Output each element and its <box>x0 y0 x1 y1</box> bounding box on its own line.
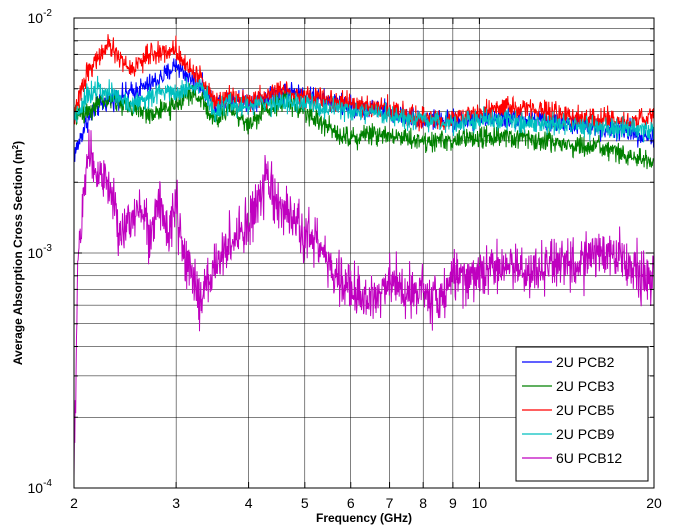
y-tick-label-exponent: -4 <box>43 478 52 489</box>
x-tick-label: 2 <box>70 495 78 511</box>
x-tick-label: 20 <box>646 495 662 511</box>
y-tick-label-exponent: -3 <box>43 243 52 254</box>
ticks <box>73 18 655 488</box>
y-axis-title-superscript: 2 <box>11 144 20 149</box>
y-tick-label-base: 10 <box>28 480 44 496</box>
y-tick-label-exponent: -2 <box>43 8 52 19</box>
legend-label: 6U PCB12 <box>556 450 622 466</box>
legend-box <box>515 346 649 482</box>
plot-series <box>73 34 655 478</box>
series-line-4 <box>73 75 655 143</box>
series-line-2 <box>73 83 655 170</box>
x-tick-label: 5 <box>301 495 309 511</box>
series-line-5 <box>73 129 655 478</box>
x-tick-label: 3 <box>172 495 180 511</box>
y-axis-title-main: Average Absorption Cross Section (m <box>11 149 25 365</box>
y-tick-label: 10-2 <box>28 8 53 26</box>
x-tick-label: 9 <box>449 495 457 511</box>
y-tick-label-base: 10 <box>28 245 44 261</box>
x-tick-label: 6 <box>347 495 355 511</box>
y-axis-title-close: ) <box>11 141 25 145</box>
legend-label: 2U PCB9 <box>556 426 615 442</box>
y-tick-label: 10-4 <box>28 478 53 496</box>
legend-label: 2U PCB2 <box>556 354 615 370</box>
y-tick-label-base: 10 <box>28 10 44 26</box>
legend: 2U PCB2 2U PCB3 2U PCB5 2U PCB9 6U PCB12 <box>515 346 649 482</box>
y-tick-label: 10-3 <box>28 243 53 261</box>
x-tick-label: 8 <box>419 495 427 511</box>
legend-label: 2U PCB5 <box>556 402 615 418</box>
x-tick-label: 10 <box>472 495 488 511</box>
legend-label: 2U PCB3 <box>556 378 615 394</box>
x-tick-label: 4 <box>245 495 253 511</box>
x-tick-label: 7 <box>386 495 394 511</box>
x-axis-title: Frequency (GHz) <box>316 511 412 525</box>
y-axis-title: Average Absorption Cross Section (m2) <box>11 141 25 365</box>
